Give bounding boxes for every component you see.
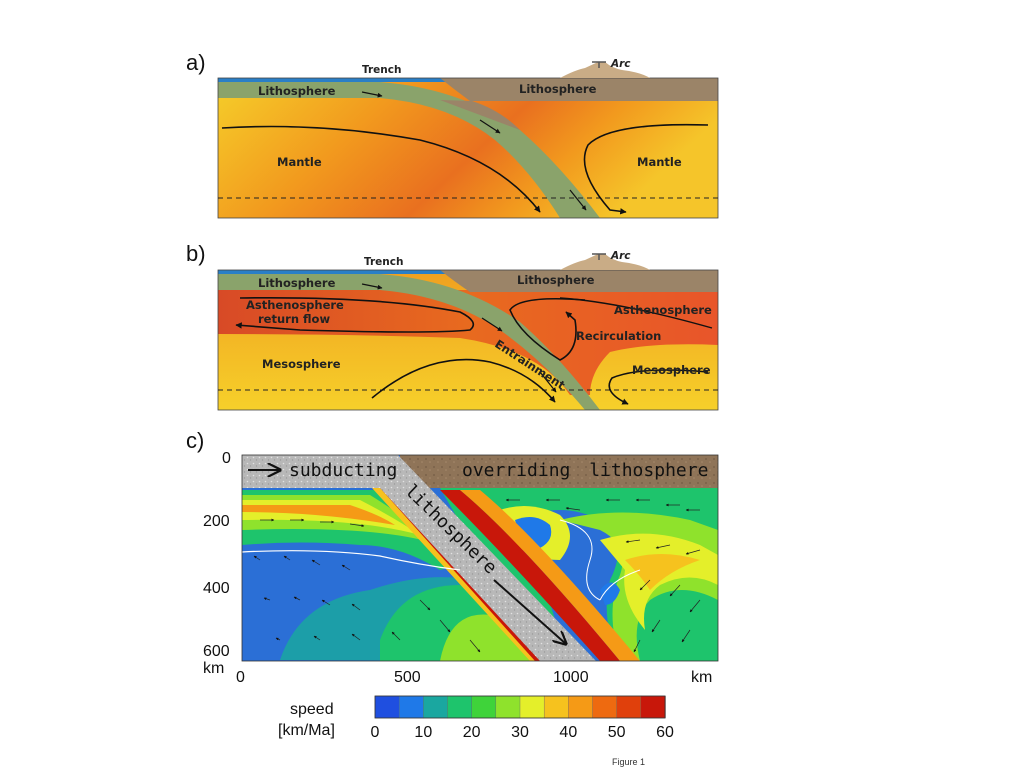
colorbar-title-line-2: [km/Ma]: [278, 722, 335, 739]
panel-a-ocean: [218, 78, 488, 82]
panel-a-trench-label: Trench: [362, 64, 401, 76]
panel-a-arc-label: Arc: [610, 58, 631, 70]
panel-a-slab: [218, 82, 600, 218]
panel-b-asthenosphere: [218, 290, 718, 395]
panel-b-ocean: [218, 270, 488, 274]
panel-a-diagram: Trench Arc Lithosphere Lithosphere Mantl…: [217, 58, 719, 219]
panel-a-lithosphere-left-label: Lithosphere: [258, 84, 336, 98]
colorbar-tick-label: 10: [414, 724, 432, 741]
figure-caption: Figure 1: [612, 757, 646, 767]
panel-b-mesosphere-right-label: Mesosphere: [632, 363, 711, 377]
panel-a-lithosphere-right-label: Lithosphere: [519, 82, 597, 96]
panel-c-slab: [242, 455, 596, 661]
colorbar-cell: [471, 695, 497, 719]
colorbar-tick-label: 20: [463, 724, 481, 741]
colorbar-tick-label: 40: [559, 724, 577, 741]
panel-c-y-tick-400: 400: [203, 580, 230, 597]
panel-b-recirculation-label: Recirculation: [576, 329, 661, 343]
panel-a-flow-right: [583, 123, 709, 215]
panel-a-overriding-plate: [440, 78, 718, 101]
panel-a-letter: a): [186, 50, 206, 75]
panel-a-mantle-right-label: Mantle: [637, 155, 682, 169]
colorbar-cell: [592, 695, 618, 719]
panel-b-arc-label: Arc: [610, 250, 631, 262]
panel-c-slab-direction-arrow: [493, 579, 566, 644]
panel-c-x-unit: km: [691, 669, 712, 686]
panel-b-asthenosphere-return-label-1: Asthenosphere: [246, 298, 344, 312]
colorbar-cell: [543, 695, 570, 719]
colorbar-cell: [568, 695, 594, 719]
panel-b-meso-flow-right: [608, 369, 709, 405]
colorbar-tick-label: 30: [511, 724, 529, 741]
colorbar-title-line-1: speed: [290, 701, 334, 718]
panel-b-letter: b): [186, 241, 206, 266]
colorbar-tick-label: 60: [656, 724, 674, 741]
panel-b-diagram: Trench Arc Lithosphere Lithosphere Asthe…: [217, 250, 719, 411]
colorbar-cell: [616, 695, 642, 719]
colorbar-cell: [519, 695, 545, 719]
panel-c-velocity-vectors: [253, 498, 701, 653]
colorbar-cell: [640, 695, 666, 719]
panel-b-asthenosphere-right-label: Asthenosphere: [614, 303, 712, 317]
panel-b-arc-volcano: [560, 254, 650, 270]
colorbar-cell: [495, 695, 521, 719]
panel-b-meso-flow-left: [371, 358, 556, 403]
colorbar-tick-label: 0: [371, 724, 380, 741]
panel-a-flow-left: [221, 125, 541, 213]
panel-c-overriding-plate: [400, 455, 718, 488]
panel-a-mantle-left-label: Mantle: [277, 155, 322, 169]
panel-c-y-tick-200: 200: [203, 513, 230, 530]
panel-c-y-tick-600: 600: [203, 643, 230, 660]
panel-b-return-flow: [235, 296, 475, 333]
panel-b-trench-label: Trench: [364, 256, 403, 268]
panel-c-x-tick-1000: 1000: [553, 669, 589, 686]
panel-b-lithosphere-left-label: Lithosphere: [258, 276, 336, 290]
colorbar-cells: [374, 695, 666, 719]
panel-c-overriding-label: overriding lithosphere: [462, 460, 708, 481]
panel-a-arc-volcano: [560, 62, 650, 78]
colorbar-tick-label: 50: [608, 724, 626, 741]
panel-c-y-unit: km: [203, 660, 224, 677]
panel-b-recirculation-loop: [509, 297, 586, 361]
panel-b-mesosphere-left-label: Mesosphere: [262, 357, 341, 371]
panel-c-subducting-label: subducting: [289, 460, 397, 481]
panel-c-y-tick-0: 0: [222, 450, 231, 467]
colorbar: speed [km/Ma] 0 10 20 30 40 50 60: [278, 695, 674, 741]
panel-c-letter: c): [186, 428, 205, 453]
panel-c-x-tick-500: 500: [394, 669, 421, 686]
panel-b-asthenosphere-return-label-2: return flow: [258, 312, 330, 326]
colorbar-cell: [447, 695, 473, 719]
colorbar-cell: [398, 695, 425, 719]
panel-b-overriding-plate: [440, 270, 718, 292]
colorbar-cell: [374, 695, 400, 719]
colorbar-ticks: 0 10 20 30 40 50 60: [371, 724, 674, 741]
panel-b-lithosphere-right-label: Lithosphere: [517, 273, 595, 287]
panel-c-model: subducting overriding lithosphere lithos…: [203, 450, 719, 686]
colorbar-cell: [423, 695, 449, 719]
panel-b-slab: [218, 274, 600, 410]
panel-c-x-tick-0: 0: [236, 669, 245, 686]
